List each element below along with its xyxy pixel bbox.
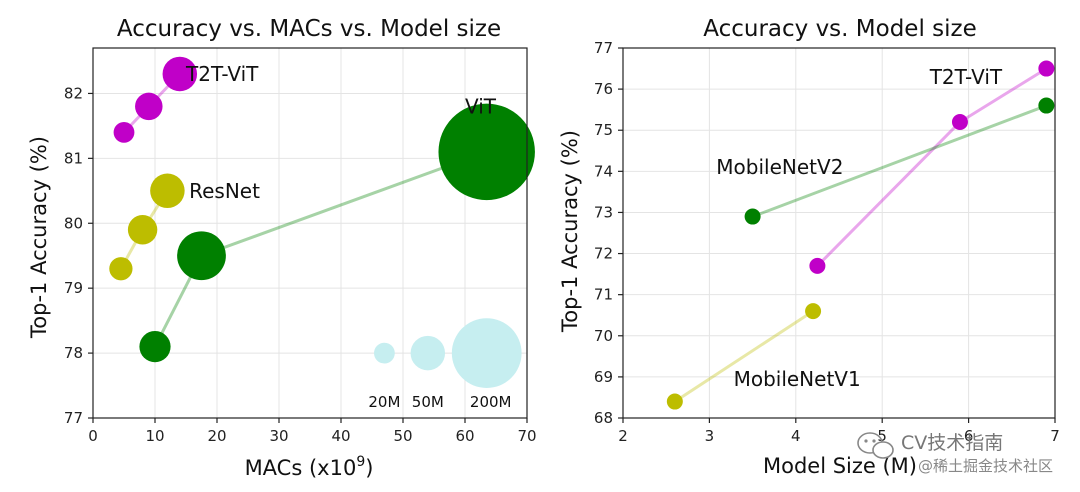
- size-legend-label-50m: 50M: [412, 393, 444, 411]
- left-x-tick-label: 50: [393, 427, 412, 445]
- left-x-axis-label-main: MACs (x10: [245, 456, 357, 480]
- left-plot-frame: [92, 47, 528, 419]
- left-ticks: 0 10 20 30 40 50 60 70 77 78 79 80 81 82: [64, 84, 537, 445]
- size-legend-label-200m: 200M: [470, 393, 512, 411]
- right-chart-title: Accuracy vs. Model size: [703, 16, 977, 42]
- right-point-mobilenetv1: [666, 393, 683, 410]
- size-legend-marker-20m: [374, 342, 395, 364]
- right-y-tick-label: 73: [594, 203, 613, 221]
- watermark-line2: @稀土掘金技术社区: [918, 457, 1053, 475]
- size-legend-label-20m: 20M: [368, 393, 400, 411]
- left-point-t2t-vit: [113, 121, 135, 143]
- left-x-tick-label: 70: [517, 427, 536, 445]
- right-y-tick-label: 68: [594, 409, 613, 427]
- left-point-vit: [177, 231, 226, 281]
- left-x-tick-label: 0: [88, 427, 98, 445]
- right-x-tick-label: 4: [791, 427, 801, 445]
- right-x-tick-label: 2: [618, 427, 628, 445]
- right-x-tick-label: 3: [705, 427, 715, 445]
- right-x-axis-label: Model Size (M): [763, 454, 917, 478]
- left-point-resnet: [150, 173, 185, 209]
- right-point-mobilenetv2: [1038, 97, 1055, 114]
- left-y-tick-label: 77: [64, 409, 83, 427]
- watermark-line1: CV技术指南: [901, 432, 1003, 454]
- right-y-tick-label: 75: [594, 121, 613, 139]
- right-y-axis-label: Top-1 Accuracy (%): [558, 130, 582, 333]
- right-y-tick-label: 71: [594, 286, 613, 304]
- right-series-label-t2t-vit: T2T-ViT: [929, 65, 1003, 89]
- left-y-tick-label: 82: [64, 84, 83, 102]
- left-point-resnet: [127, 215, 158, 245]
- left-y-tick-label: 79: [64, 279, 83, 297]
- left-series-label-vit: ViT: [465, 94, 497, 118]
- size-legend-marker-200m: [451, 318, 522, 388]
- left-point-vit: [139, 330, 171, 363]
- right-series-points: [666, 60, 1055, 410]
- left-y-axis-label: Top-1 Accuracy (%): [27, 136, 51, 339]
- right-x-tick-label: 6: [964, 427, 974, 445]
- left-point-vit: [438, 103, 535, 201]
- left-series-label-t2t-vit: T2T-ViT: [185, 62, 259, 86]
- left-series-points: [109, 56, 535, 363]
- left-chart-title: Accuracy vs. MACs vs. Model size: [117, 16, 501, 42]
- left-x-axis-label-sup: 9: [356, 454, 365, 470]
- left-y-tick-label: 78: [64, 344, 83, 362]
- right-line-t2t-vit: [816, 67, 1048, 267]
- watermark: CV技术指南 @稀土掘金技术社区: [857, 432, 1053, 475]
- right-y-tick-label: 69: [594, 368, 613, 386]
- wechat-icon: [857, 432, 894, 459]
- right-y-tick-label: 76: [594, 80, 613, 98]
- left-x-tick-label: 30: [269, 427, 288, 445]
- right-point-mobilenetv2: [744, 208, 761, 225]
- right-y-tick-label: 77: [594, 39, 613, 57]
- right-x-tick-label: 5: [877, 427, 887, 445]
- left-x-tick-label: 40: [331, 427, 350, 445]
- left-series-labels: T2T-ViT ResNet ViT: [185, 62, 497, 203]
- left-y-tick-label: 81: [64, 149, 83, 167]
- right-series-label-mobilenetv2: MobileNetV2: [716, 155, 843, 179]
- left-point-resnet: [109, 257, 133, 281]
- left-y-tick-label: 80: [64, 214, 83, 232]
- right-y-tick-label: 70: [594, 327, 613, 345]
- right-plot-frame: [622, 47, 1056, 419]
- left-x-axis-label-close: ): [365, 456, 373, 480]
- right-series-label-mobilenetv1: MobileNetV1: [734, 367, 861, 391]
- left-series-lines: [119, 72, 488, 348]
- left-series-label-resnet: ResNet: [189, 179, 260, 203]
- left-size-legend: 20M 50M 200M: [368, 318, 522, 411]
- right-line-mobilenetv1: [673, 309, 814, 403]
- right-point-t2t-vit: [951, 114, 968, 130]
- left-point-t2t-vit: [135, 92, 163, 121]
- right-series-labels: T2T-ViT MobileNetV2 MobileNetV1: [716, 65, 1003, 391]
- left-point-t2t-vit: [162, 56, 198, 92]
- right-y-tick-label: 74: [594, 162, 613, 180]
- size-legend-marker-50m: [410, 335, 446, 371]
- right-series-lines: [673, 67, 1048, 403]
- left-x-tick-label: 10: [145, 427, 164, 445]
- left-x-tick-label: 20: [207, 427, 226, 445]
- right-x-tick-label: 7: [1050, 427, 1060, 445]
- left-x-axis-label: MACs (x109): [245, 454, 374, 480]
- right-y-tick-label: 72: [594, 245, 613, 263]
- right-point-t2t-vit: [809, 257, 826, 274]
- right-point-t2t-vit: [1038, 60, 1055, 77]
- left-x-tick-label: 60: [455, 427, 474, 445]
- right-point-mobilenetv1: [805, 303, 822, 320]
- chart-accuracy-vs-macs: 20M 50M 200M 0 10 20 30 40 50 60 70 77 78 79 80 81 82 T…: [27, 16, 537, 480]
- right-line-mobilenetv2: [752, 104, 1047, 219]
